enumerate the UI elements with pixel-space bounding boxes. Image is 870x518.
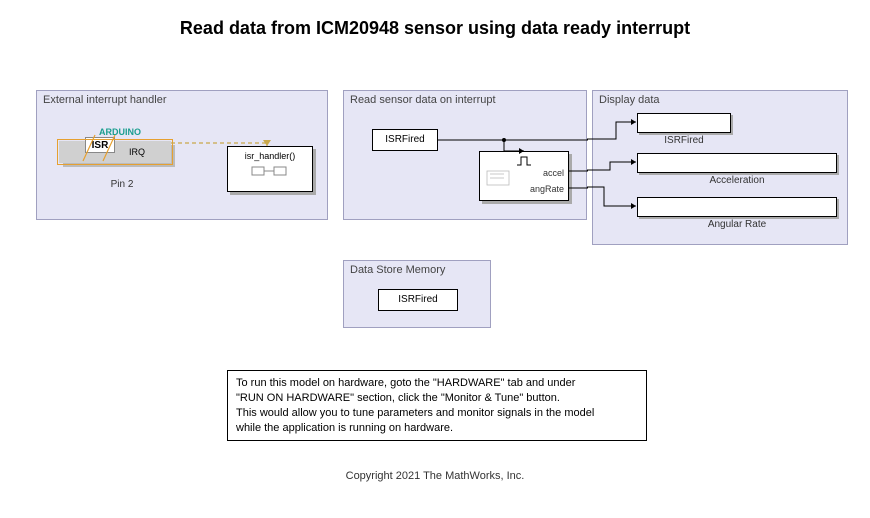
panel-external-interrupt: External interrupt handler ARDUINO ISR I… xyxy=(36,90,328,220)
note-line-1: To run this model on hardware, goto the … xyxy=(236,376,638,391)
angrate-port-label: angRate xyxy=(530,184,564,194)
dsm-block-label: ISRFired xyxy=(398,294,437,305)
copyright-text: Copyright 2021 The MathWorks, Inc. xyxy=(0,470,870,482)
display-accel-block[interactable] xyxy=(637,153,837,173)
display-isrfired-label: ISRFired xyxy=(637,135,731,146)
panel-title-dsm: Data Store Memory xyxy=(350,264,445,276)
isr-handler-label: isr_handler() xyxy=(228,151,312,161)
isrfired-source-label: ISRFired xyxy=(385,134,424,145)
display-isrfired-block[interactable] xyxy=(637,113,731,133)
isrfired-source-block[interactable]: ISRFired xyxy=(372,129,438,151)
accel-port-label: accel xyxy=(543,168,564,178)
note-line-4: while the application is running on hard… xyxy=(236,421,638,436)
panel-display-data: Display data ISRFired Acceleration Angul… xyxy=(592,90,848,245)
note-line-2: "RUN ON HARDWARE" section, click the "Mo… xyxy=(236,391,638,406)
display-angrate-block[interactable] xyxy=(637,197,837,217)
diagram-title: Read data from ICM20948 sensor using dat… xyxy=(0,18,870,39)
pin-label: Pin 2 xyxy=(97,179,147,190)
panel-title-ext: External interrupt handler xyxy=(43,94,167,106)
display-angrate-label: Angular Rate xyxy=(637,219,837,230)
panel-title-display: Display data xyxy=(599,94,660,106)
dsm-block[interactable]: ISRFired xyxy=(378,289,458,311)
panel-read-sensor: Read sensor data on interrupt ISRFired a… xyxy=(343,90,587,220)
isr-handler-block[interactable]: isr_handler() xyxy=(227,146,313,192)
sensor-subsystem-block[interactable]: accel angRate xyxy=(479,151,569,201)
irq-label: IRQ xyxy=(129,147,145,157)
display-accel-label: Acceleration xyxy=(637,175,837,186)
panel-data-store-memory: Data Store Memory ISRFired xyxy=(343,260,491,328)
isr-stripes xyxy=(77,131,127,165)
arduino-isr-block[interactable]: ARDUINO ISR IRQ xyxy=(59,121,179,176)
note-line-3: This would allow you to tune parameters … xyxy=(236,406,638,421)
panel-title-read: Read sensor data on interrupt xyxy=(350,94,496,106)
instruction-note: To run this model on hardware, goto the … xyxy=(227,370,647,441)
